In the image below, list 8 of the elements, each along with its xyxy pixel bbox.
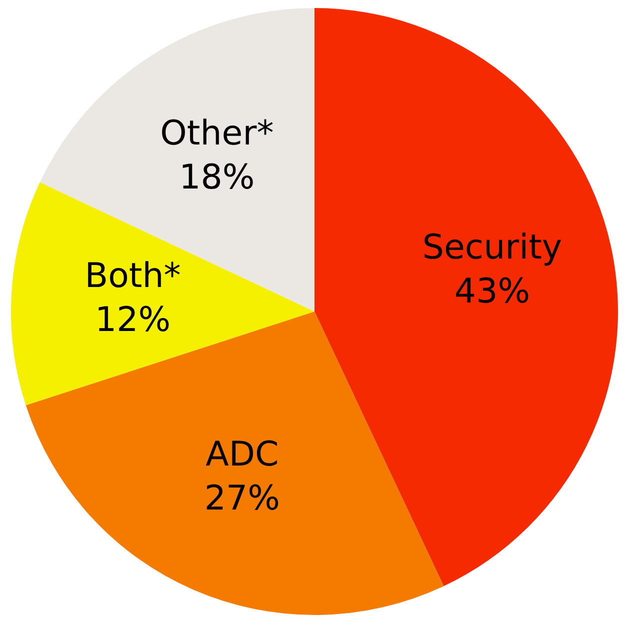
data-label: 43%: [454, 272, 530, 312]
data-label: 18%: [179, 158, 255, 198]
slice-label: Both*: [84, 256, 181, 296]
slice-label: ADC: [206, 434, 279, 474]
data-label: 27%: [204, 478, 280, 518]
slice-label: Other*: [160, 114, 274, 154]
slice-label: Security: [422, 228, 562, 268]
data-label: 12%: [94, 300, 171, 340]
